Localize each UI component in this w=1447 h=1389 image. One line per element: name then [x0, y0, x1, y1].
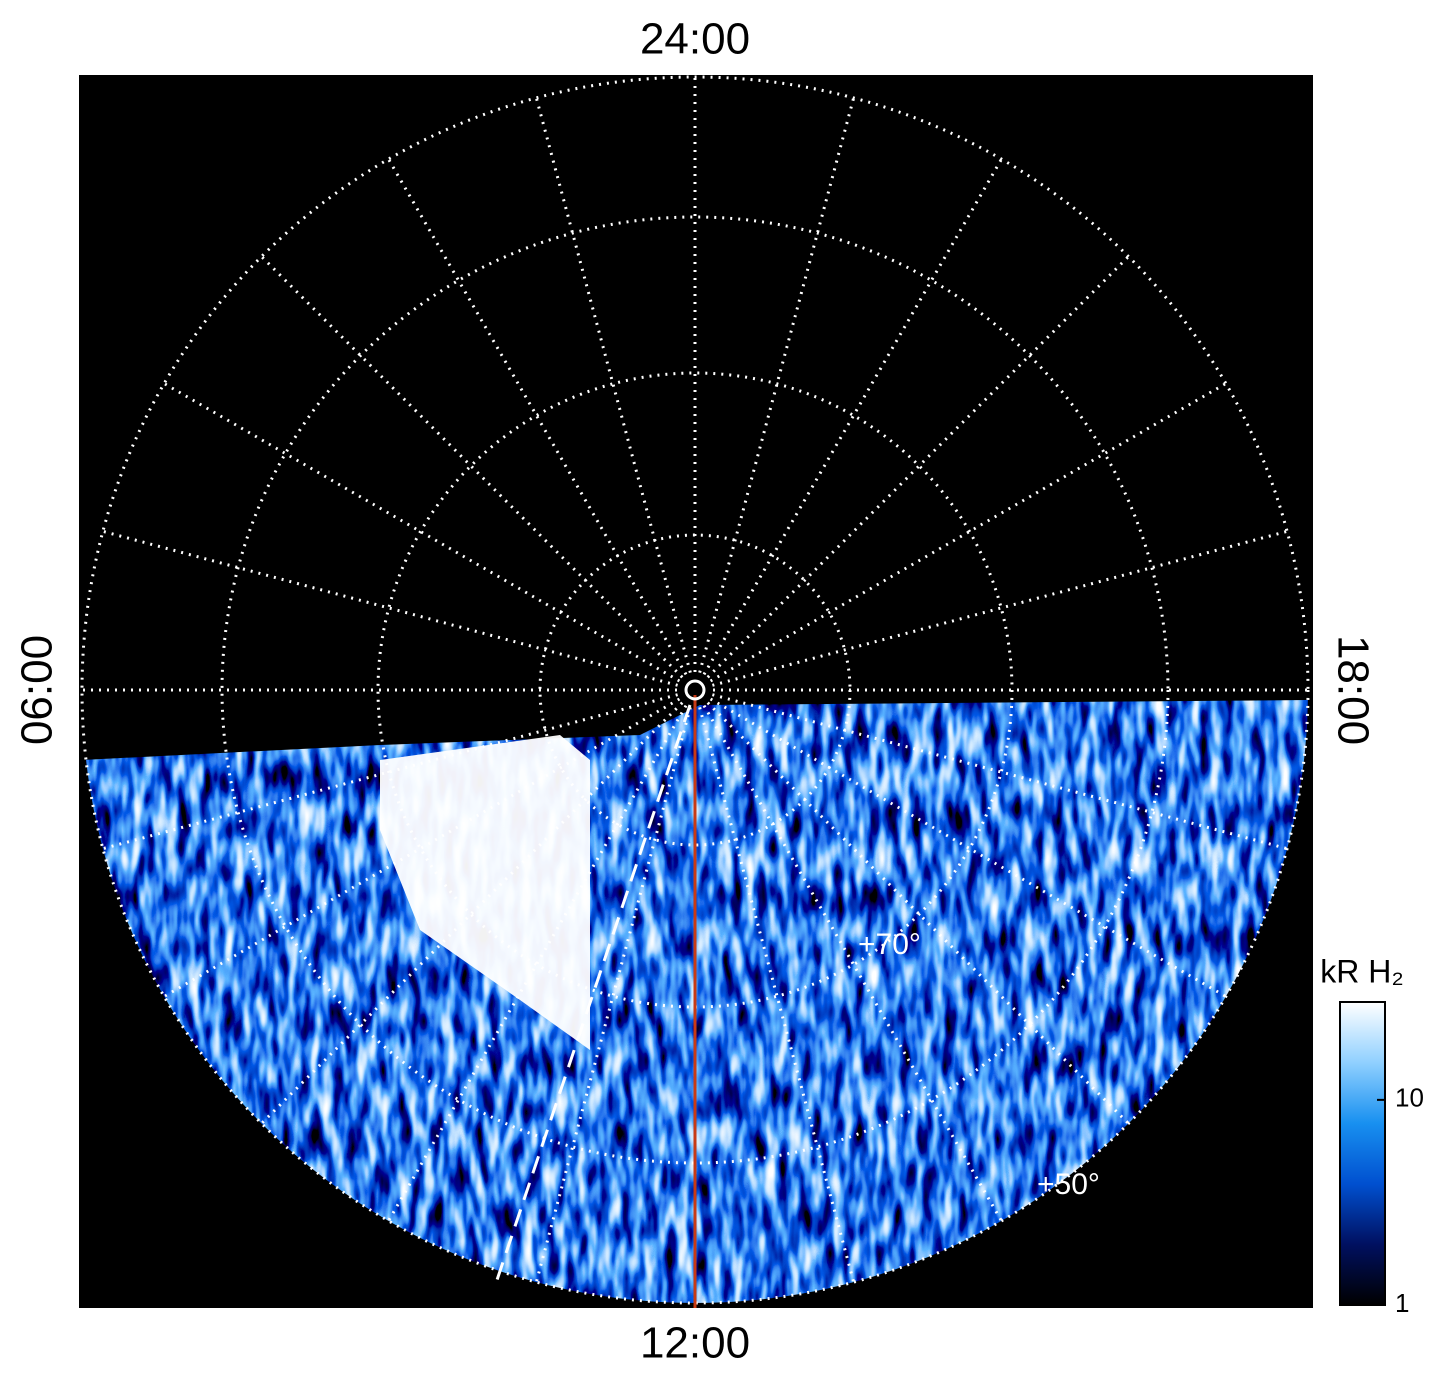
latitude-circle: [80, 75, 1310, 1305]
colorbar-title: kR H₂: [1320, 953, 1404, 989]
time-label: 18:00: [1328, 635, 1377, 745]
colorbar-tick-label: 1: [1395, 1288, 1409, 1318]
grid: [80, 75, 1310, 1305]
meridian-grid: [387, 704, 688, 1222]
meridian-grid: [260, 255, 684, 679]
colorbar: [1339, 1001, 1386, 1306]
meridian-grid: [709, 697, 1227, 998]
meridian-grid: [706, 701, 1130, 1125]
time-label: 12:00: [640, 1319, 750, 1368]
meridian-grid: [163, 697, 681, 998]
latitude-circle: [220, 215, 1170, 1165]
meridian-grid: [706, 255, 1130, 679]
meridian-grid: [711, 693, 1288, 851]
latitude-label: +70°: [858, 928, 921, 961]
meridian-grid: [711, 529, 1288, 687]
pole-marker: [684, 679, 706, 701]
meridian-grid: [102, 529, 679, 687]
meridian-grid: [698, 706, 856, 1283]
latitude-label: +50°: [1037, 1168, 1100, 1201]
time-label: 24:00: [640, 15, 750, 64]
dashed-line: [495, 704, 692, 1281]
colorbar-tick-label: 10: [1395, 1083, 1424, 1113]
meridian-grid: [702, 158, 1003, 676]
meridian-grid: [534, 97, 692, 674]
meridian-grid: [260, 701, 684, 1125]
meridian-grid: [702, 704, 1003, 1222]
meridian-grid: [698, 97, 856, 674]
meridian-grid: [534, 706, 692, 1283]
meridian-grid: [387, 158, 688, 676]
meridian-grid: [163, 382, 681, 683]
meridian-grid: [102, 693, 679, 851]
time-label: 06:00: [13, 635, 62, 745]
meridian-grid: [709, 382, 1227, 683]
bright-patch: [380, 735, 590, 1050]
